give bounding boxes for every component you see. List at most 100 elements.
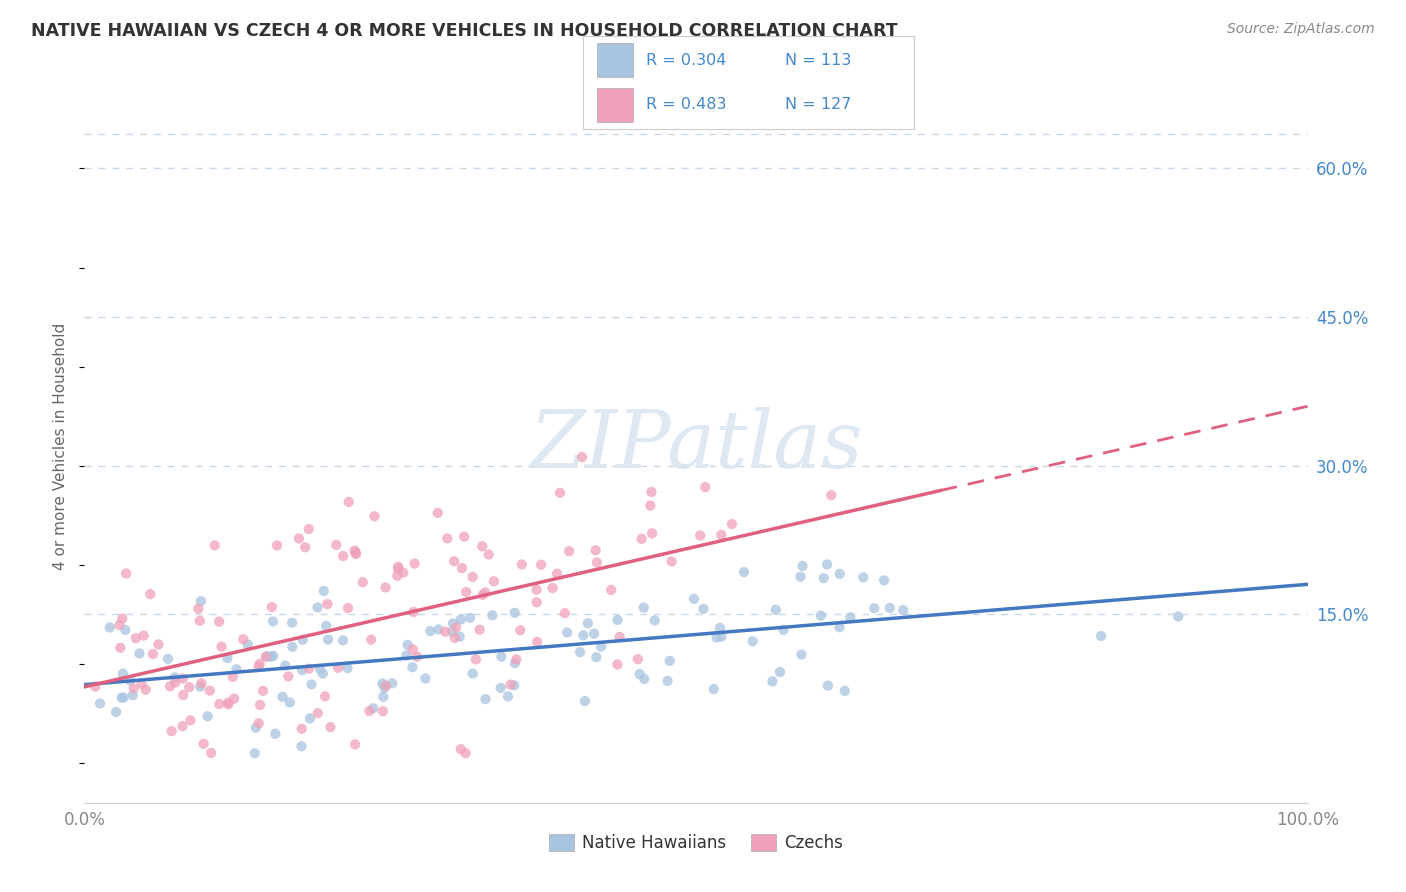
Point (392, 566, 415, 580)
Point (337, 601, 360, 615)
Point (461, 570, 484, 584)
Point (211, 640, 233, 654)
Point (456, 585, 478, 599)
Point (491, 649, 513, 664)
Point (121, 688, 143, 702)
Point (450, 742, 472, 756)
Point (165, 675, 187, 690)
Point (264, 727, 287, 741)
Point (710, 630, 733, 644)
Text: Source: ZipAtlas.com: Source: ZipAtlas.com (1227, 22, 1375, 37)
Point (402, 605, 425, 619)
Point (316, 632, 339, 647)
Point (326, 661, 349, 675)
Point (810, 608, 832, 623)
Point (576, 616, 599, 631)
Point (558, 544, 581, 558)
Point (404, 557, 426, 571)
Point (188, 680, 211, 694)
Point (600, 582, 623, 597)
Point (172, 719, 194, 733)
Point (344, 738, 367, 752)
Point (208, 697, 231, 711)
Point (499, 678, 522, 692)
Point (260, 649, 283, 664)
Point (817, 679, 839, 693)
Point (415, 672, 437, 686)
Point (332, 633, 354, 648)
Point (765, 603, 787, 617)
Point (820, 488, 842, 502)
Point (222, 691, 245, 706)
Point (274, 658, 297, 673)
Point (449, 630, 471, 644)
Point (135, 682, 157, 697)
Point (444, 620, 467, 634)
Point (110, 640, 132, 655)
Point (630, 532, 652, 546)
Point (572, 628, 595, 642)
Point (243, 746, 266, 760)
Point (291, 632, 314, 647)
Point (188, 614, 211, 628)
Point (249, 657, 271, 671)
Point (628, 667, 651, 681)
Point (530, 558, 553, 572)
Point (395, 648, 418, 663)
Point (689, 528, 711, 542)
Point (89, 697, 111, 711)
Point (692, 602, 714, 616)
Point (190, 676, 212, 690)
Point (309, 662, 332, 676)
Point (190, 594, 212, 608)
Point (548, 485, 571, 500)
Point (193, 737, 215, 751)
Point (111, 690, 134, 705)
Point (187, 601, 209, 615)
Point (1090, 629, 1112, 643)
Point (458, 611, 481, 625)
Point (352, 575, 374, 590)
Point (278, 696, 301, 710)
Point (247, 716, 270, 731)
Point (281, 615, 304, 630)
Point (222, 670, 245, 684)
Point (761, 674, 783, 689)
Text: ZIPatlas: ZIPatlas (529, 408, 863, 484)
Point (120, 673, 142, 688)
Point (160, 724, 183, 739)
Point (703, 682, 725, 697)
Point (142, 647, 165, 661)
Point (314, 690, 336, 704)
Point (360, 632, 382, 647)
Point (387, 562, 409, 576)
Point (471, 588, 494, 602)
Point (834, 684, 856, 698)
Point (450, 613, 472, 627)
Point (396, 638, 419, 652)
Point (208, 615, 231, 629)
Point (156, 652, 179, 666)
Point (172, 672, 194, 686)
Point (733, 565, 755, 579)
Point (471, 540, 494, 554)
Point (461, 666, 484, 681)
Point (122, 681, 145, 696)
Point (526, 635, 548, 649)
Point (474, 692, 496, 706)
Point (307, 600, 329, 615)
Point (294, 541, 316, 555)
Point (387, 568, 409, 582)
Point (790, 648, 813, 662)
Point (591, 640, 613, 654)
Point (217, 651, 239, 665)
Point (316, 597, 339, 611)
Point (436, 532, 458, 546)
Text: N = 113: N = 113 (785, 53, 852, 68)
Point (510, 558, 533, 572)
Point (148, 637, 170, 651)
Point (344, 546, 367, 560)
Point (307, 706, 329, 720)
Point (583, 626, 606, 640)
Point (873, 574, 896, 588)
